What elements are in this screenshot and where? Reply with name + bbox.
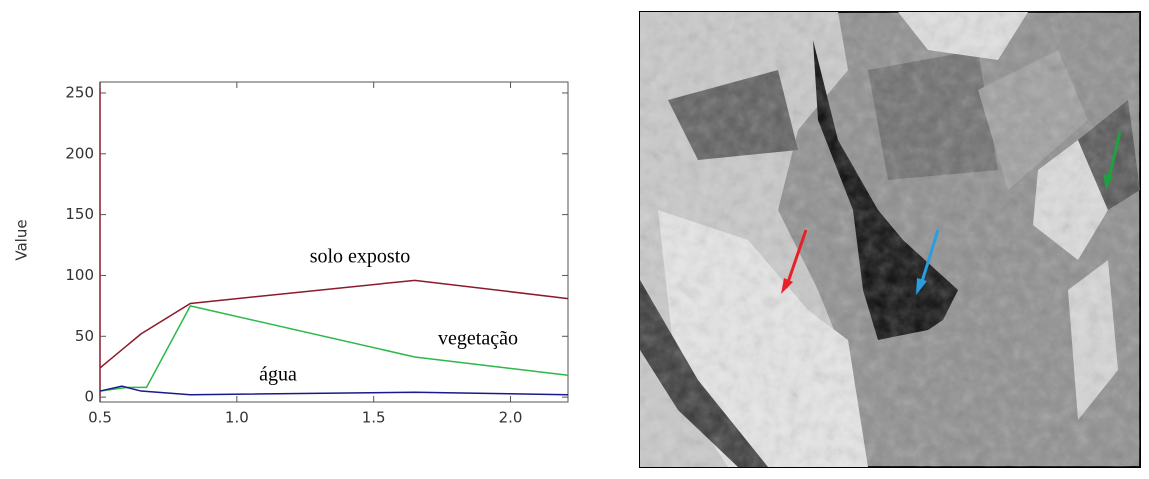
- arrow-head: [781, 278, 793, 294]
- chart: Value 0 50 100 150 200 250 0.5 1.0 1.5 2.0 solo ex…: [13, 81, 569, 427]
- x-tick-label: 1.5: [362, 409, 386, 427]
- x-tick-label: 1.0: [225, 409, 249, 427]
- x-tick-label: 2.0: [499, 409, 523, 427]
- y-tick-label: 100: [65, 266, 94, 284]
- plot-frame: [99, 81, 569, 403]
- y-tick-label: 250: [65, 83, 94, 101]
- series-label: vegetação: [438, 328, 518, 350]
- series-line: [99, 385, 569, 396]
- arrow: [784, 229, 808, 289]
- arrow-head: [1103, 174, 1113, 190]
- series-line: [99, 279, 569, 369]
- arrow-head: [916, 278, 927, 295]
- series-line: [99, 305, 569, 392]
- y-tick-label: 150: [65, 205, 94, 223]
- y-tick-label: 200: [65, 144, 94, 162]
- y-tick-label: 50: [75, 327, 94, 345]
- arrow: [1106, 131, 1122, 183]
- series-label: solo exposto: [310, 246, 411, 268]
- series-label: água: [259, 364, 297, 386]
- satellite-image: [639, 11, 1141, 468]
- y-tick-label: 0: [84, 388, 94, 406]
- arrow: [918, 229, 940, 289]
- y-axis-label: Value: [13, 219, 31, 260]
- texture: [640, 12, 1140, 467]
- x-tick-label: 0.5: [88, 409, 112, 427]
